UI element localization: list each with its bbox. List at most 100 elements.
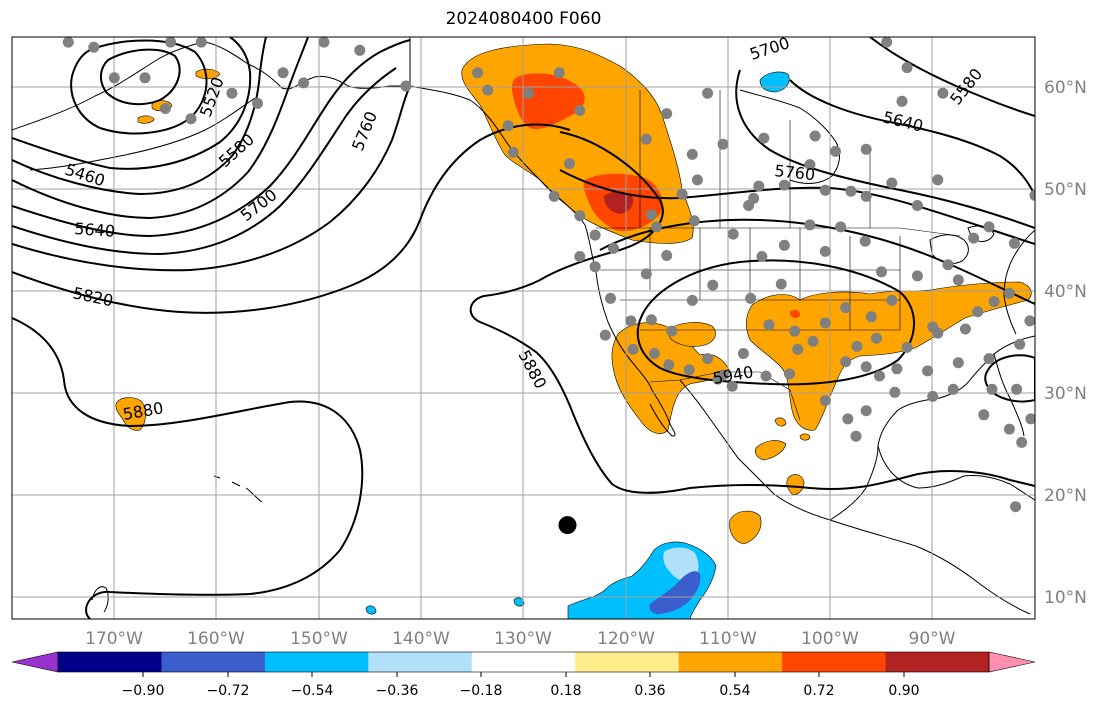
- station-marker: [937, 87, 949, 99]
- station-marker: [354, 44, 366, 56]
- station-marker: [745, 292, 757, 304]
- station-marker: [640, 268, 652, 280]
- lat-label-40n: 40°N: [1044, 282, 1087, 302]
- station-marker: [663, 359, 675, 371]
- station-marker: [763, 319, 775, 331]
- station-marker: [804, 159, 816, 171]
- station-marker: [1024, 315, 1035, 327]
- station-marker: [874, 370, 885, 382]
- colorbar-cell: [161, 652, 266, 672]
- station-marker: [792, 343, 804, 355]
- station-marker: [842, 413, 854, 425]
- contour-5820: [12, 123, 571, 314]
- station-marker: [661, 108, 673, 120]
- station-marker: [775, 278, 787, 290]
- station-marker: [870, 332, 882, 344]
- station-marker: [108, 72, 120, 84]
- station-marker: [1034, 162, 1035, 167]
- lat-label-20n: 20°N: [1044, 486, 1087, 506]
- shade-orange-mexico-c: [754, 440, 787, 461]
- contour-5880-main: [469, 131, 1035, 494]
- cb-label-0: −0.90: [122, 683, 165, 699]
- station-marker: [726, 380, 738, 392]
- station-marker: [159, 103, 171, 114]
- station-marker: [298, 77, 310, 89]
- contour-label-5640: 5640: [74, 219, 116, 241]
- lat-label-60n: 60°N: [1044, 78, 1087, 98]
- contour-5880-pacific: [12, 317, 364, 619]
- colorbar-cell: [471, 652, 576, 672]
- political-borders: [596, 90, 961, 421]
- station-marker: [911, 270, 923, 282]
- station-marker: [840, 356, 852, 368]
- station-marker: [835, 221, 847, 233]
- station-marker: [978, 409, 990, 421]
- lon-label-120w: 120°W: [597, 629, 655, 649]
- station-marker: [712, 373, 724, 385]
- station-marker: [683, 364, 695, 376]
- station-marker: [901, 341, 913, 353]
- station-marker: [226, 87, 238, 99]
- station-marker: [804, 219, 816, 231]
- lon-label-100w: 100°W: [801, 629, 859, 649]
- station-marker: [666, 325, 678, 337]
- station-marker: [627, 343, 639, 355]
- station-marker: [165, 37, 177, 48]
- station-marker: [947, 383, 959, 395]
- station-marker: [959, 323, 971, 335]
- station-marker: [1055, 307, 1066, 318]
- station-marker: [850, 430, 862, 442]
- station-marker: [589, 229, 601, 241]
- station-marker: [922, 365, 934, 377]
- station-marker: [651, 221, 662, 233]
- station-marker: [688, 215, 700, 227]
- border-provinces: [639, 90, 871, 228]
- contour-label-5760-east: 5760: [774, 161, 816, 184]
- station-marker: [819, 395, 831, 406]
- station-marker: [830, 145, 841, 157]
- station-marker: [139, 72, 151, 84]
- colorbar-extend-left: [11, 651, 59, 673]
- station-marker: [819, 317, 831, 329]
- contour-inner-low-2: [70, 39, 208, 135]
- station-marker: [743, 200, 755, 211]
- station-marker: [707, 279, 719, 291]
- station-marker: [972, 306, 984, 318]
- station-marker: [789, 325, 801, 337]
- colorbar: −0.90 −0.72 −0.54 −0.36 −0.18 0.18 0.36 …: [11, 651, 1036, 699]
- colorbar-cells: [58, 652, 990, 672]
- station-marker: [318, 37, 330, 48]
- station-marker: [691, 174, 703, 186]
- station-marker: [860, 143, 872, 155]
- station-markers: [62, 37, 1066, 513]
- station-marker: [860, 405, 872, 417]
- station-marker: [983, 221, 995, 233]
- colorbar-border: [57, 651, 990, 673]
- lon-label-110w: 110°W: [699, 629, 757, 649]
- station-marker: [599, 329, 611, 341]
- station-marker: [640, 133, 652, 145]
- station-marker: [548, 190, 560, 202]
- shade-orange-bering-3: [137, 115, 155, 124]
- colorbar-cell: [782, 652, 887, 672]
- shade-orange-bering-1: [195, 68, 221, 80]
- lat-label-30n: 30°N: [1044, 384, 1087, 404]
- colorbar-tick-labels: −0.90 −0.72 −0.54 −0.36 −0.18 0.18 0.36 …: [122, 683, 920, 699]
- coast-central-america: [829, 519, 1031, 615]
- station-marker: [927, 390, 939, 402]
- station-marker: [952, 274, 964, 286]
- station-marker: [952, 357, 964, 369]
- lon-label-160w: 160°W: [187, 629, 245, 649]
- contour-5460: [12, 37, 252, 170]
- station-marker: [911, 200, 923, 211]
- border-us-mexico: [649, 371, 801, 421]
- station-marker: [608, 242, 619, 254]
- contour-inner-low-1: [100, 48, 181, 106]
- lon-label-90w: 90°W: [909, 629, 956, 649]
- cb-label-6: 0.36: [634, 683, 665, 699]
- station-marker: [686, 148, 698, 160]
- coast-island-pacific: [91, 586, 109, 613]
- map-title: 2024080400 F060: [445, 9, 602, 29]
- station-marker: [859, 235, 871, 247]
- station-marker: [1040, 246, 1051, 257]
